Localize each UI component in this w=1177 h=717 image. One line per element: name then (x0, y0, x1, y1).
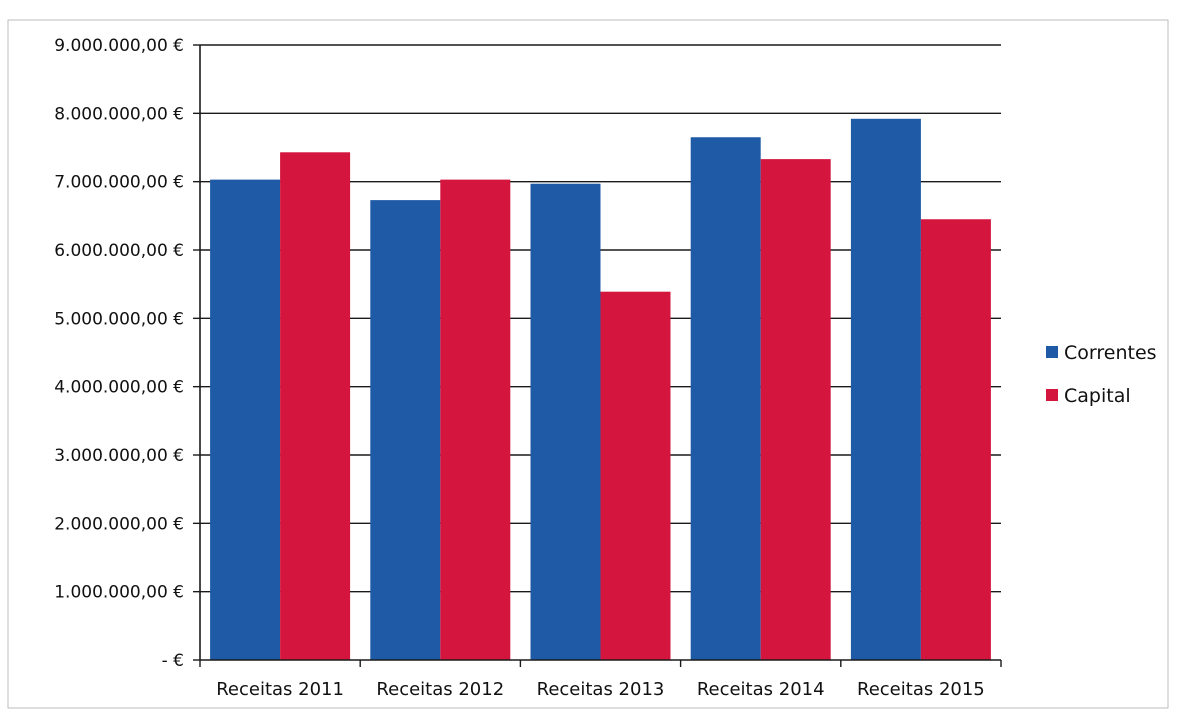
x-category-label: Receitas 2015 (857, 679, 985, 700)
y-tick-label: 2.000.000,00 € (54, 514, 184, 534)
legend-swatch-capital (1046, 389, 1058, 401)
x-category-label: Receitas 2011 (216, 679, 344, 700)
y-tick-label: 6.000.000,00 € (54, 241, 184, 261)
y-tick-label: 5.000.000,00 € (54, 309, 184, 329)
y-tick-label: 4.000.000,00 € (54, 378, 184, 398)
bar-capital-1 (440, 179, 511, 660)
bar-capital-2 (600, 291, 671, 660)
bar-correntes-0 (210, 179, 281, 660)
x-category-label: Receitas 2014 (697, 679, 825, 700)
y-tick-label: - € (162, 651, 184, 671)
y-tick-label: 8.000.000,00 € (54, 104, 184, 124)
legend: Correntes Capital (1046, 342, 1157, 407)
legend-label-correntes: Correntes (1064, 342, 1157, 364)
bar-capital-0 (280, 152, 351, 661)
bar-correntes-2 (530, 183, 601, 660)
bar-correntes-3 (690, 137, 761, 660)
y-tick-label: 7.000.000,00 € (54, 173, 184, 193)
x-category-label: Receitas 2012 (376, 679, 504, 700)
legend-label-capital: Capital (1064, 385, 1131, 407)
y-tick-labels: - € 1.000.000,00 € 2.000.000,00 € 3.000.000… (54, 36, 184, 671)
x-category-label: Receitas 2013 (537, 679, 665, 700)
bar-capital-4 (920, 219, 991, 660)
y-tick-label: 9.000.000,00 € (54, 36, 184, 56)
legend-swatch-correntes (1046, 346, 1058, 358)
bar-capital-3 (760, 159, 831, 660)
x-category-labels: Receitas 2011 Receitas 2012 Receitas 2013 R… (216, 679, 985, 700)
bars (210, 118, 991, 661)
y-tick-label: 1.000.000,00 € (54, 583, 184, 603)
bar-correntes-4 (850, 118, 921, 661)
bar-correntes-1 (370, 200, 441, 660)
axes (193, 44, 1002, 667)
y-tick-label: 3.000.000,00 € (54, 446, 184, 466)
